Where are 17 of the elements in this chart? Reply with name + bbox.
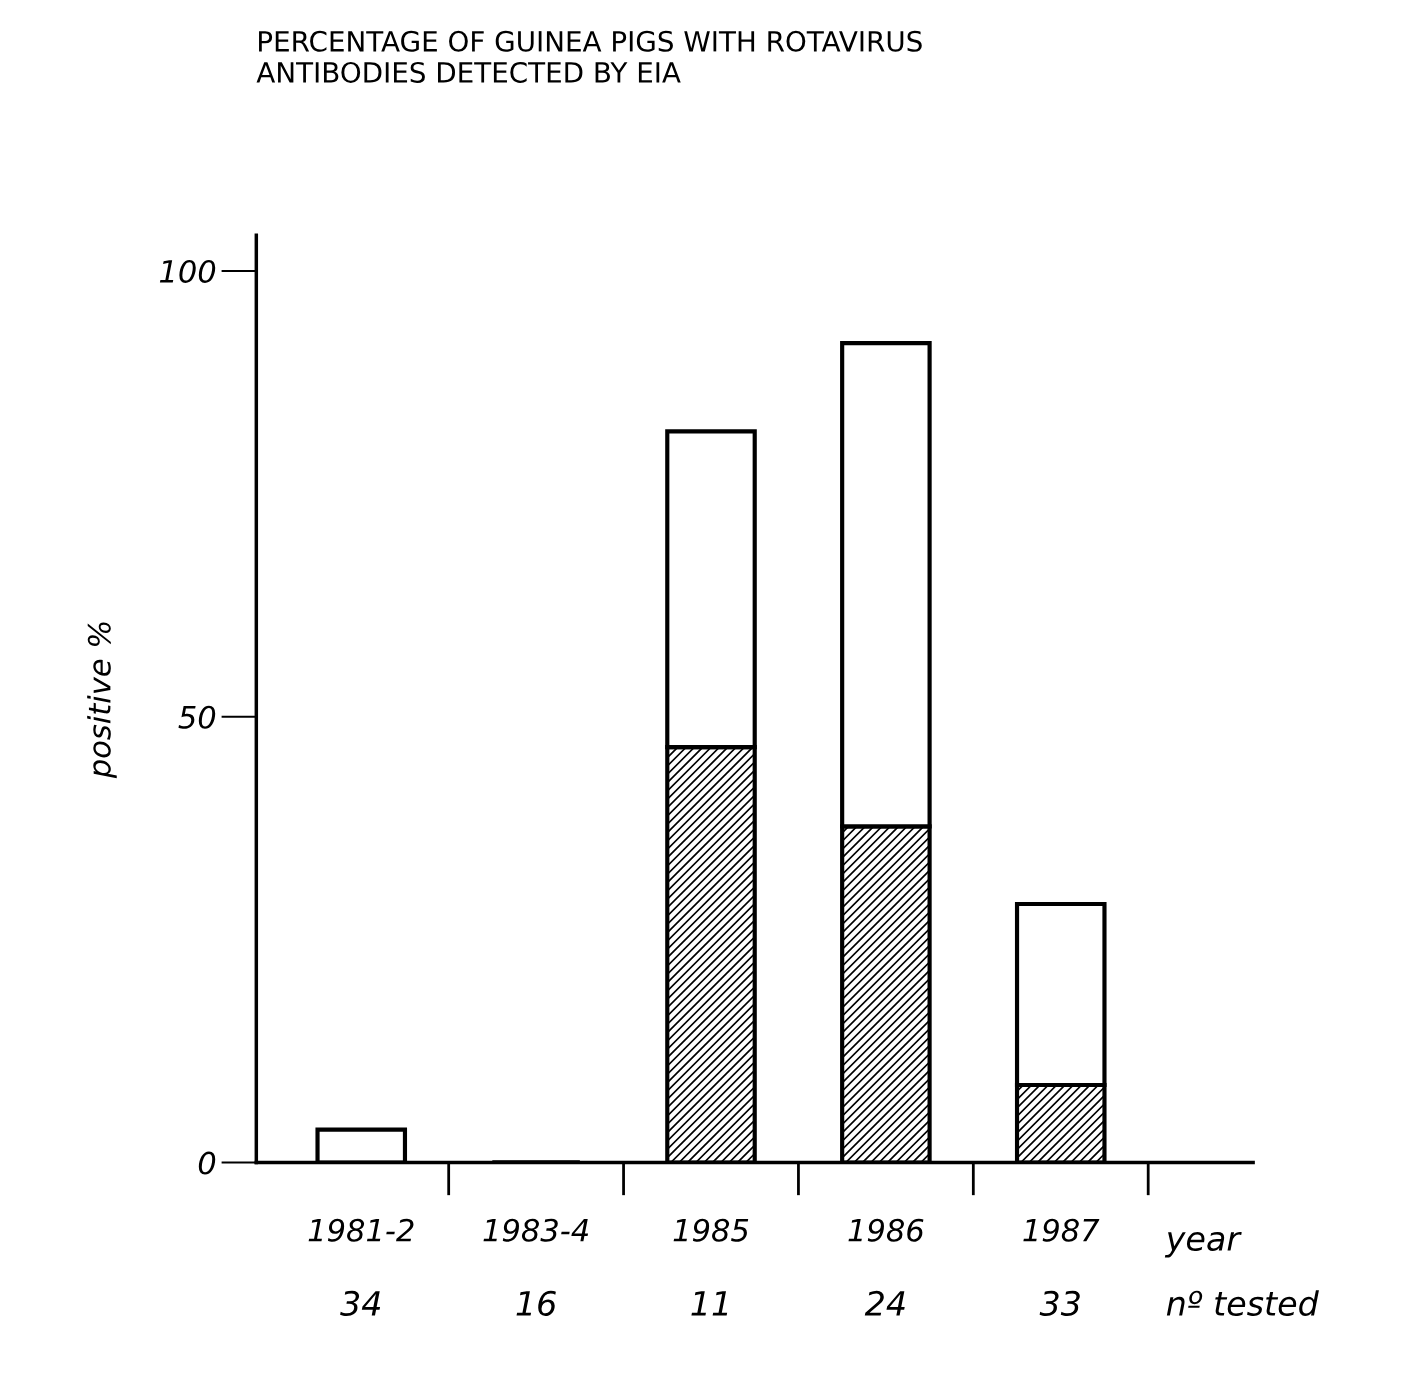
text: 16 (516, 1290, 556, 1316)
y-tick-label: 50 (178, 705, 216, 729)
y-axis-title: positive % (87, 622, 117, 779)
text: 34 (340, 1290, 381, 1316)
x-tick-label: 1981-2 (308, 1218, 414, 1242)
text: 33 (1039, 1290, 1080, 1316)
x-tick-label: 1983-4 (483, 1218, 589, 1242)
y-tick-label: 100 (159, 259, 216, 283)
x-tick-label: 1987 (1023, 1218, 1100, 1242)
text: 11 (691, 1291, 728, 1316)
y-tick-label: 0 (198, 1151, 216, 1175)
chart-title: PERCENTAGE OF GUINEA PIGS WITH ROTAVIRUS ANTIBODIES DETECTED BY EIA (256, 30, 922, 83)
text: nº tested (1166, 1290, 1319, 1316)
text: 24 (864, 1290, 905, 1316)
x-tick-label: 1986 (848, 1218, 924, 1242)
x-tick-label: 1985 (673, 1218, 749, 1242)
x-axis-title: year (1164, 1231, 1242, 1258)
